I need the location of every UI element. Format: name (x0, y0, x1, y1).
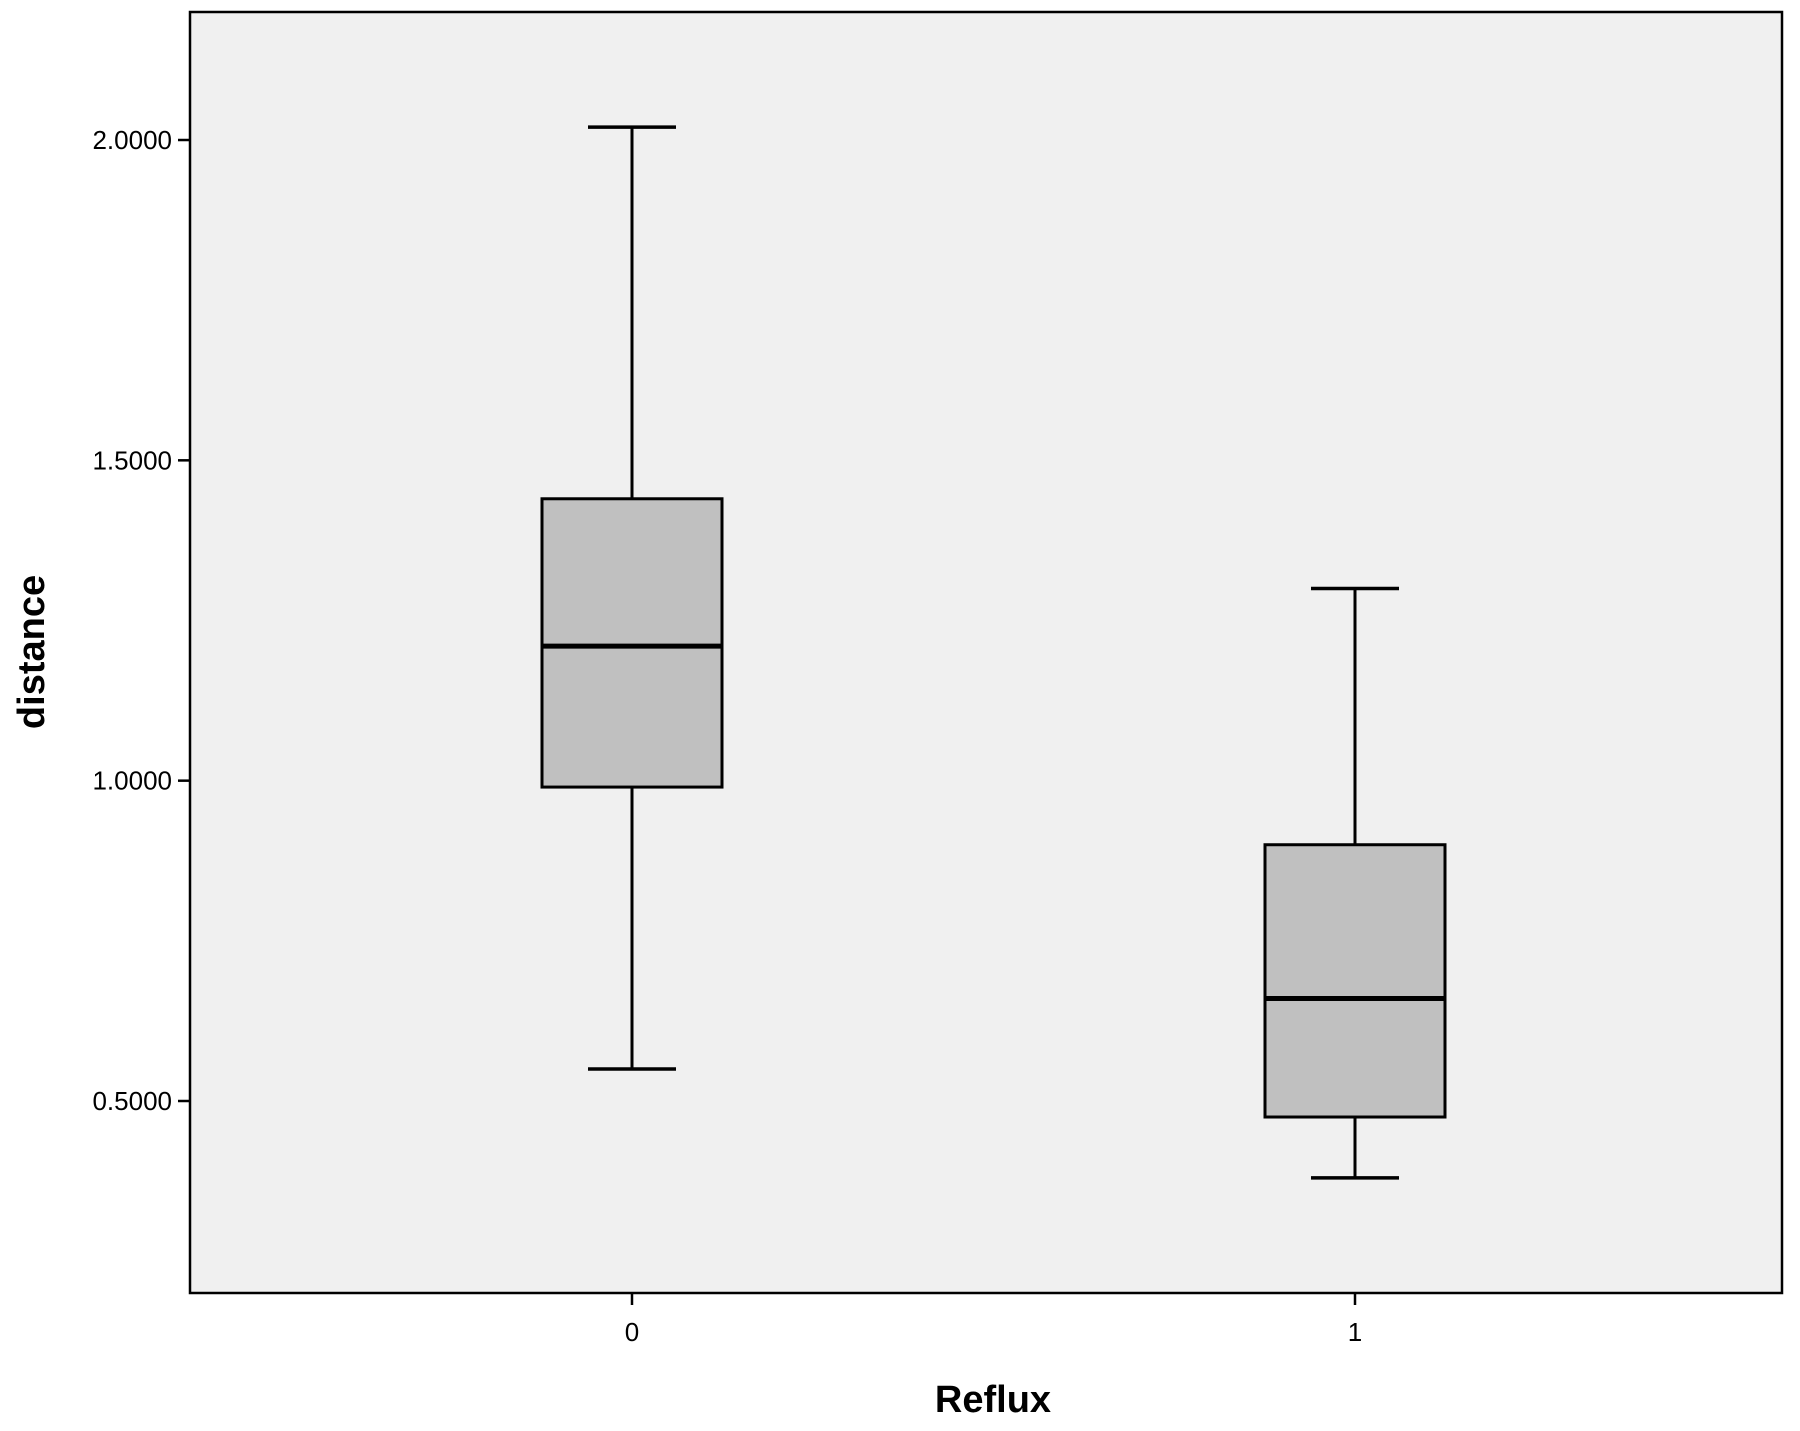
box-0 (540, 125, 724, 1071)
y-tick-label: 1.0000 (92, 766, 172, 796)
boxes-group (540, 125, 1447, 1180)
plot-area (188, 10, 1784, 1295)
box-1 (1263, 586, 1447, 1180)
x-axis-title: Reflux (935, 1379, 1051, 1421)
y-tick-label: 1.5000 (92, 445, 172, 475)
iqr-box (1263, 843, 1447, 1119)
y-tick-label: 2.0000 (92, 125, 172, 155)
y-axis-title: distance (11, 575, 53, 729)
y-tick-label: 0.5000 (92, 1086, 172, 1116)
x-tick-label: 1 (1348, 1317, 1362, 1347)
iqr-box (540, 497, 724, 789)
x-tick-label: 0 (625, 1317, 639, 1347)
y-axis: 0.5000 1.0000 1.5000 2.0000 (92, 125, 190, 1116)
